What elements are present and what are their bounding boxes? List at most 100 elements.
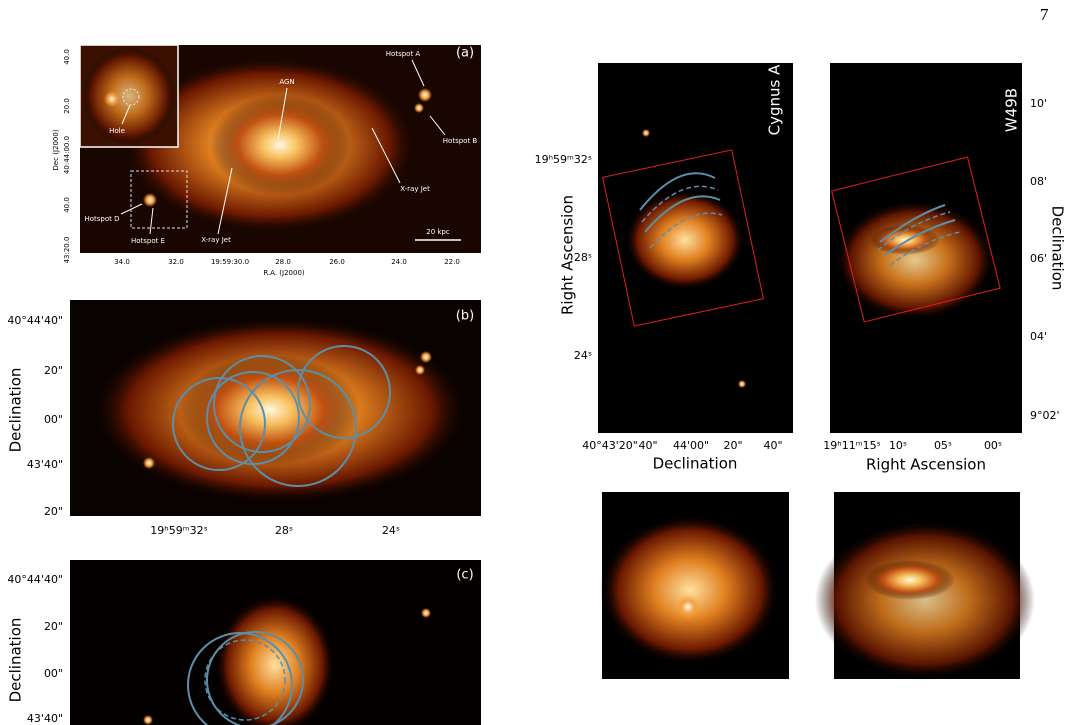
annotation: X-ray Jet	[400, 185, 430, 193]
circle	[239, 369, 357, 487]
x-tick-label: 32.0	[168, 258, 184, 266]
circle	[206, 631, 304, 725]
circle	[297, 345, 391, 439]
y-tick-label: 20"	[44, 364, 63, 377]
arc	[641, 185, 719, 223]
y-tick-label: 06'	[1030, 252, 1047, 265]
annotation: 20 kpc	[426, 228, 450, 236]
y-tick-label: 40.0	[63, 49, 71, 65]
y-tick-label: 40.0	[63, 197, 71, 213]
x-tick-label: 19:59:30.0	[211, 258, 249, 266]
panel-a: AGN Hotspot A Hotspot B X-ray Jet X-ray …	[52, 44, 481, 277]
panel-label: (a)	[456, 46, 474, 61]
arrow	[121, 104, 131, 125]
y-axis-label: Declination	[7, 618, 25, 703]
hotspot	[415, 365, 425, 375]
emission	[600, 515, 780, 665]
arrow	[411, 59, 425, 87]
y-tick-label: 20"	[44, 505, 63, 518]
x-tick-label: 19ʰ59ᵐ32ˢ	[150, 524, 207, 537]
annotation: Hotspot D	[84, 215, 119, 223]
hotspot	[738, 380, 746, 388]
arrow	[149, 207, 154, 235]
hotspot	[104, 91, 120, 107]
hole-circle	[122, 88, 140, 106]
x-tick-label: 24ˢ	[382, 524, 400, 537]
x-tick-label: 05ˢ	[934, 439, 952, 452]
x-tick-label: 20"	[723, 439, 742, 452]
emission	[835, 200, 995, 320]
y-tick-label: 40:44:00.0	[63, 136, 71, 174]
hotspot	[143, 715, 153, 725]
y-tick-label: 04'	[1030, 330, 1047, 343]
emission	[625, 190, 745, 290]
x-axis-label: R.A. (J2000)	[263, 269, 305, 277]
arrow	[277, 87, 288, 141]
arrow	[217, 167, 233, 235]
arc	[877, 211, 951, 251]
circle	[187, 632, 293, 725]
arc	[884, 219, 956, 256]
panel-cygnus-a: Cygnus A Right Ascension 19ʰ59ᵐ32ˢ 28ˢ 2…	[535, 63, 793, 473]
arc	[889, 231, 961, 266]
region-box	[831, 156, 1001, 323]
hotspot	[418, 88, 432, 102]
hotspot	[642, 129, 650, 137]
bottom-images	[600, 492, 1035, 680]
inset-box	[130, 170, 188, 229]
emission	[815, 520, 1035, 680]
arc	[649, 212, 723, 249]
page-number: 7	[1040, 5, 1049, 24]
x-axis-label: Declination	[653, 455, 738, 473]
y-tick-label: 43'40"	[27, 458, 63, 471]
x-tick-label: 10ˢ	[889, 439, 907, 452]
y-tick-label: 40°44'40"	[7, 573, 63, 586]
circle	[213, 355, 311, 453]
hotspot	[414, 103, 424, 113]
hotspot	[421, 608, 431, 618]
region-box	[602, 149, 764, 327]
circle	[204, 639, 286, 721]
arrow	[429, 115, 446, 136]
annotation: X-ray Jet	[201, 236, 231, 244]
arc	[639, 172, 716, 211]
y-axis-label: Dec (J2000)	[52, 129, 60, 170]
circle	[172, 377, 266, 471]
y-tick-label: 00"	[44, 667, 63, 680]
panel-label: W49B	[1003, 88, 1021, 132]
y-tick-label: 9°02'	[1030, 409, 1060, 422]
y-tick-label: 10'	[1030, 97, 1047, 110]
y-axis-label: Right Ascension	[559, 195, 577, 315]
y-tick-label: 20.0	[63, 98, 71, 114]
panel-label: (b)	[456, 309, 474, 324]
y-tick-label: 19ʰ59ᵐ32ˢ	[535, 153, 592, 166]
x-tick-label: 34.0	[114, 258, 130, 266]
hotspot	[143, 457, 155, 469]
x-tick-label: 40"	[638, 439, 657, 452]
panel-b: (b) Declination 40°44'40" 20" 00" 43'40"…	[7, 300, 481, 537]
y-tick-label: 20"	[44, 620, 63, 633]
x-tick-label: 44'00"	[673, 439, 709, 452]
annotation: Hotspot A	[386, 50, 421, 58]
inset-image	[82, 47, 176, 145]
panel-w49b: W49B Declination 10' 08' 06' 04' 9°02' 1…	[823, 63, 1067, 474]
y-tick-label: 08'	[1030, 175, 1047, 188]
hotspot	[143, 193, 157, 207]
emission	[215, 595, 335, 725]
x-tick-label: 24.0	[391, 258, 407, 266]
arc	[644, 195, 721, 233]
panel-label: Cygnus A	[766, 64, 784, 135]
y-tick-label: 43'40"	[27, 712, 63, 725]
annotation: AGN	[279, 78, 294, 86]
y-axis-label: Declination	[1049, 206, 1067, 291]
x-tick-label: 19ʰ11ᵐ15ˢ	[823, 439, 880, 452]
panel-c: (c) Declination 40°44'40" 20" 00" 43'40"	[7, 560, 481, 725]
x-tick-label: 28.0	[275, 258, 291, 266]
x-tick-label: 22.0	[444, 258, 460, 266]
arrow	[371, 127, 401, 184]
y-tick-label: 43:20.0	[63, 237, 71, 264]
y-axis-label: Declination	[7, 368, 25, 453]
x-tick-label: 00ˢ	[984, 439, 1002, 452]
x-axis-label: Right Ascension	[866, 456, 986, 474]
